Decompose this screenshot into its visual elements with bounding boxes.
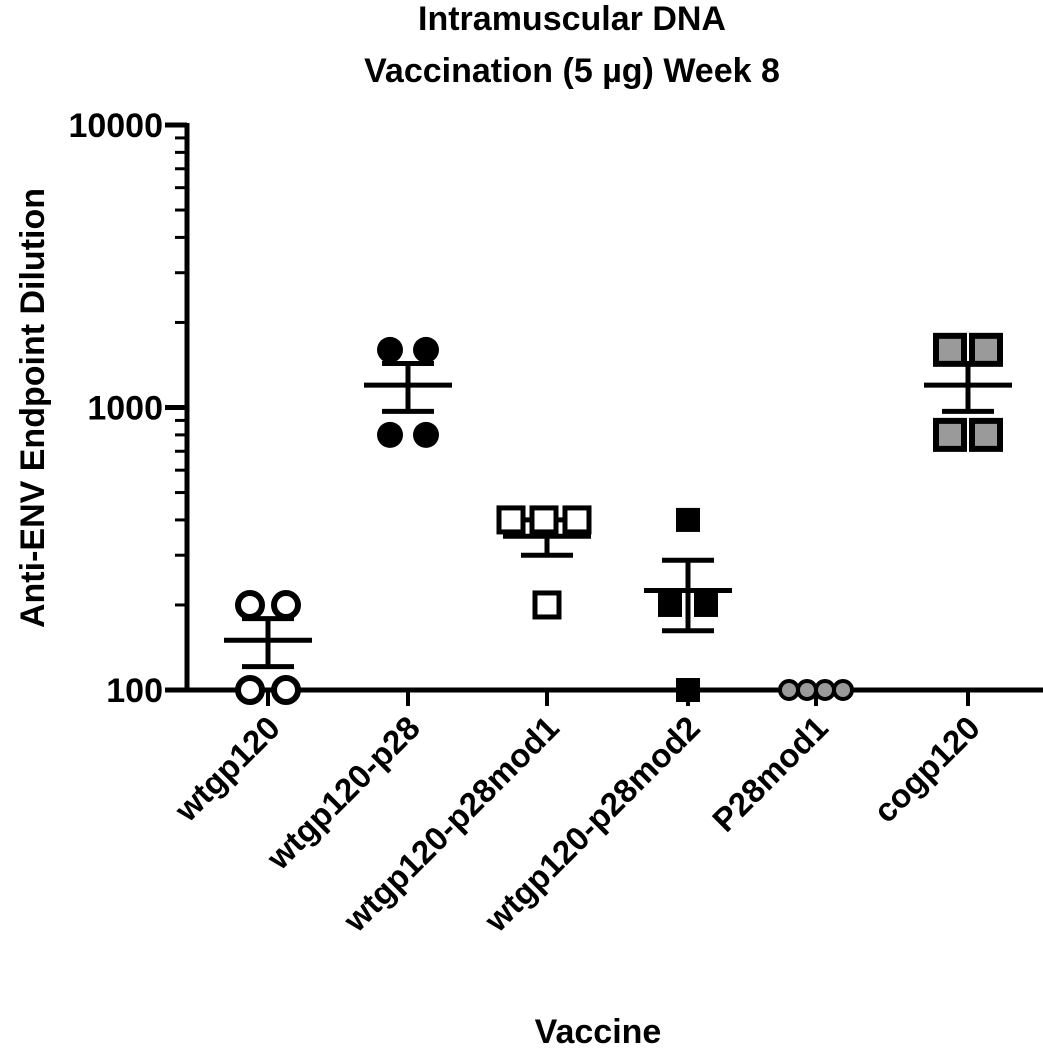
- x-category-label: P28mod1: [705, 709, 835, 839]
- x-axis-title: Vaccine: [535, 1013, 662, 1050]
- data-point-filled-square: [658, 592, 682, 617]
- data-point-gray-circle: [832, 679, 854, 701]
- y-ticks: 100 1000 10000: [68, 107, 187, 710]
- data-point-filled-square: [676, 507, 700, 532]
- data-point-gray-square: [969, 332, 1003, 367]
- chart-title-line-2: Vaccination (5 µg) Week 8: [364, 52, 780, 90]
- data-point-gray-square: [969, 417, 1003, 452]
- data-points: [235, 332, 1003, 705]
- chart-title-line-1: Intramuscular DNA: [418, 0, 726, 38]
- y-tick-label: 10000: [68, 107, 163, 145]
- x-category-label: wtgp120: [167, 709, 287, 829]
- data-point-open-circle: [235, 675, 265, 705]
- data-point-open-circle: [271, 675, 301, 705]
- data-point-gray-circle: [796, 679, 818, 701]
- error-bars: [224, 361, 1012, 693]
- data-point-filled-circle: [377, 421, 403, 448]
- x-category-labels: wtgp120wtgp120-p28wtgp120-p28mod1wtgp120…: [167, 690, 987, 939]
- axes: [184, 123, 1043, 693]
- data-point-filled-circle: [377, 336, 403, 363]
- data-point-gray-circle: [778, 679, 800, 701]
- data-point-filled-circle: [413, 421, 439, 448]
- data-point-open-square: [529, 505, 559, 535]
- data-point-filled-circle: [413, 336, 439, 363]
- y-tick-label: 1000: [87, 390, 163, 428]
- data-point-gray-circle: [814, 679, 836, 701]
- x-category-label: cogp120: [866, 709, 987, 830]
- data-point-open-square: [532, 590, 562, 620]
- data-point-open-circle: [271, 589, 301, 620]
- y-axis-title: Anti-ENV Endpoint Dilution: [14, 188, 52, 628]
- data-point-open-square: [562, 505, 592, 535]
- data-point-open-square: [496, 505, 526, 535]
- data-point-gray-square: [933, 417, 967, 452]
- data-point-gray-square: [933, 332, 967, 367]
- data-point-filled-square: [676, 678, 700, 702]
- y-tick-label: 100: [106, 672, 163, 710]
- data-point-filled-square: [694, 592, 718, 617]
- data-point-open-circle: [235, 589, 265, 620]
